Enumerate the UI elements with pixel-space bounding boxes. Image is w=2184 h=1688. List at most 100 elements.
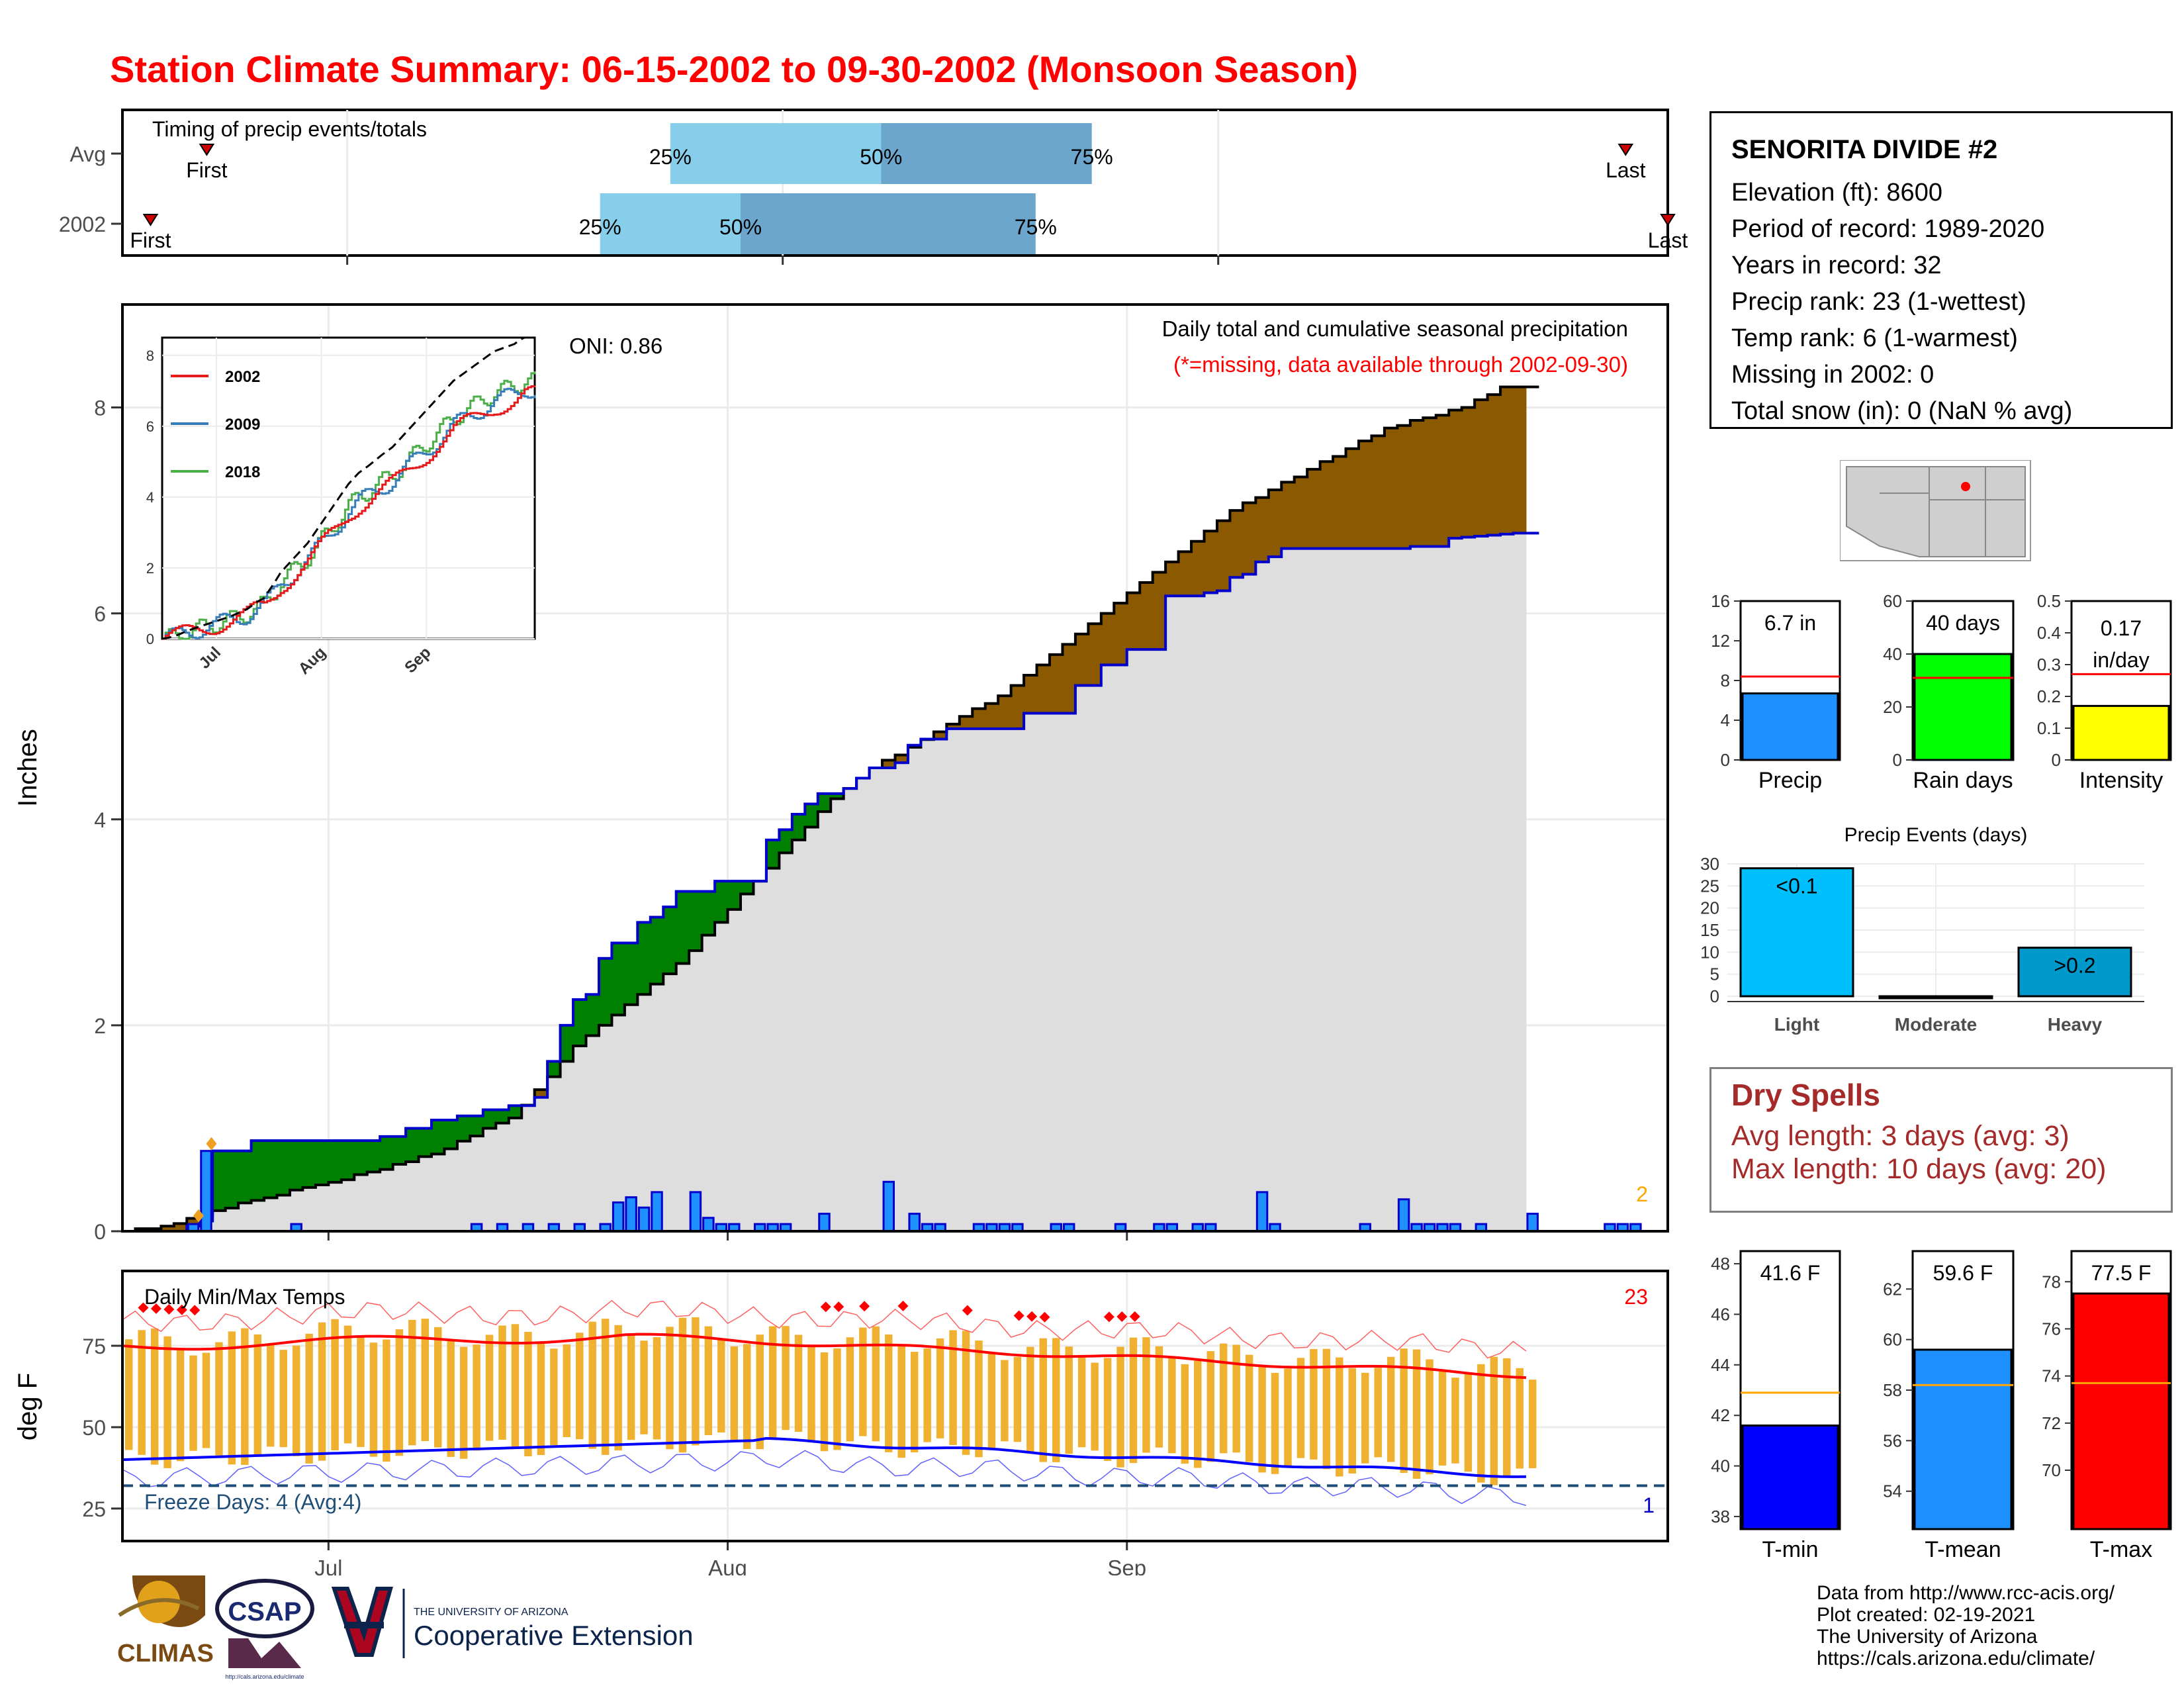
rain-days-chart: 0 20 40 60 40 days Rain days <box>1883 591 2015 793</box>
precip-events-bar-label: >0.2 <box>2054 954 2095 978</box>
daily-temp-range-bar <box>1271 1372 1279 1474</box>
cumulative-base-fill <box>1475 536 1488 1231</box>
daily-temp-range-bar <box>395 1329 404 1456</box>
below-average-fill <box>1513 387 1527 534</box>
below-average-fill <box>1461 407 1475 538</box>
daily-temp-range-bar <box>1387 1356 1395 1462</box>
timing-marker-label: Last <box>1648 228 1688 252</box>
tmin_total-y-tick-label: 42 <box>1711 1405 1730 1425</box>
above-average-fill <box>392 1136 406 1164</box>
cumulative-base-fill <box>637 994 651 1231</box>
tmax_total-y-tick-label: 72 <box>2042 1413 2061 1433</box>
x-tick-label: Jul <box>314 1556 342 1575</box>
daily-temp-range-bar <box>459 1346 468 1459</box>
above-average-fill <box>212 1150 226 1211</box>
cumulative-base-fill <box>496 1123 510 1231</box>
precip_total-y-tick-label: 16 <box>1711 591 1730 611</box>
dry-spells-avg: Avg length: 3 days (avg: 3) <box>1731 1120 2070 1152</box>
inset-average-line <box>161 336 535 640</box>
daily-temp-range-bar <box>601 1319 610 1455</box>
record-high-marker <box>859 1301 870 1312</box>
cumulative-y-tick-label: 8 <box>94 397 106 420</box>
daily-temp-range-bar <box>1181 1364 1189 1464</box>
above-average-fill <box>508 1105 522 1118</box>
cumulative-base-fill <box>792 839 805 1231</box>
cumulative-base-fill <box>689 951 703 1231</box>
timing-bar-25-50 <box>600 193 741 254</box>
logos: CLIMAS CSAP http://cals.arizona.edu/clim… <box>117 1575 694 1680</box>
cumulative-base-fill <box>753 881 767 1231</box>
daily-temp-range-bar <box>1310 1348 1318 1460</box>
precip-events-bar-label: <0.1 <box>1776 874 1817 898</box>
below-average-fill <box>1320 461 1334 549</box>
daily-temp-range-bar <box>163 1336 171 1468</box>
cumulative-base-fill <box>251 1200 265 1231</box>
cumulative-base-fill <box>1281 548 1295 1231</box>
daily-temp-range-bar <box>756 1335 764 1450</box>
cumulative-base-fill <box>1216 590 1230 1231</box>
cumulative-base-fill <box>727 909 741 1231</box>
timing-chart: Timing of precip events/totals Avg 25% 50% 7… <box>59 109 1688 265</box>
record-high-marker <box>833 1301 844 1313</box>
cumulative-base-fill <box>1062 713 1076 1231</box>
cumulative-base-fill <box>1178 596 1192 1231</box>
daily-temp-range-bar <box>1426 1359 1433 1475</box>
cumulative-precip-chart: 0 2 4 6 8 Daily total and cumulative seasonal… <box>13 303 1669 1244</box>
station-years: Years in record: 32 <box>1731 252 1942 279</box>
precip-events-y-tick-label: 20 <box>1700 898 1719 918</box>
daily-temp-range-bar <box>1516 1368 1524 1469</box>
daily-temp-range-bar <box>1528 1380 1537 1468</box>
cumulative-base-fill <box>907 747 921 1231</box>
below-average-fill <box>946 724 960 729</box>
above-average-fill <box>805 804 819 827</box>
cumulative-base-fill <box>1024 713 1038 1231</box>
daily-temp-range-bar <box>588 1321 596 1449</box>
dry-spells-title: Dry Spells <box>1731 1078 1880 1112</box>
cumulative-base-fill <box>315 1185 329 1231</box>
below-average-fill <box>1024 675 1038 714</box>
record-high-marker <box>1103 1311 1115 1323</box>
inset-y-tick-label: 0 <box>146 631 154 647</box>
cumulative-base-fill <box>1255 561 1269 1231</box>
daily-precip-bar <box>637 1206 651 1233</box>
daily-precip-bar <box>689 1191 702 1233</box>
inset-frame <box>161 336 536 640</box>
rain_days-y-tick-label: 20 <box>1883 697 1902 717</box>
daily-temp-range-bar <box>1091 1362 1099 1451</box>
cumulative-base-fill <box>1513 533 1527 1231</box>
cumulative-subtitle: (*=missing, data available through 2002-… <box>1173 352 1628 377</box>
daily-temp-range-bar <box>717 1338 725 1433</box>
tmax_total-y-tick-label: 78 <box>2042 1272 2061 1291</box>
daily-temp-range-bar <box>318 1322 326 1461</box>
daily-temp-range-bar <box>1206 1351 1214 1462</box>
average-cumulative-line <box>122 385 1539 1233</box>
precip-events-x-label: Light <box>1774 1014 1819 1035</box>
above-average-fill <box>457 1115 471 1141</box>
above-average-fill <box>444 1120 458 1149</box>
cumulative-base-fill <box>534 1097 548 1231</box>
daily-temp-range-bar <box>885 1334 893 1452</box>
cumulative-base-fill <box>522 1105 535 1231</box>
above-average-fill <box>612 943 625 1015</box>
daily-temp-range-bar <box>176 1348 185 1462</box>
daily-precip-bar <box>1397 1198 1410 1233</box>
below-average-fill <box>1255 497 1269 562</box>
above-average-fill <box>637 922 651 995</box>
above-average-fill <box>547 1061 561 1077</box>
cumulative-base-fill <box>650 984 664 1231</box>
precip-events-y-tick-label: 0 <box>1710 986 1719 1006</box>
above-average-fill <box>624 943 638 1005</box>
tmax_total-category-label: T-max <box>2090 1537 2152 1562</box>
avg-tmin-line <box>122 1436 1526 1478</box>
daily-temp-range-bar <box>228 1331 236 1465</box>
timing-pct-label: 25% <box>579 215 621 239</box>
daily-temp-range-bar <box>1232 1344 1240 1453</box>
above-average-fill <box>573 1000 586 1046</box>
record-high-marker <box>1116 1311 1128 1322</box>
above-average-fill <box>715 881 729 923</box>
intensity-y-tick-label: 0.1 <box>2037 718 2061 738</box>
below-average-fill <box>959 716 973 729</box>
daily-precip-bar <box>1526 1213 1539 1233</box>
below-average-fill <box>1011 685 1024 729</box>
